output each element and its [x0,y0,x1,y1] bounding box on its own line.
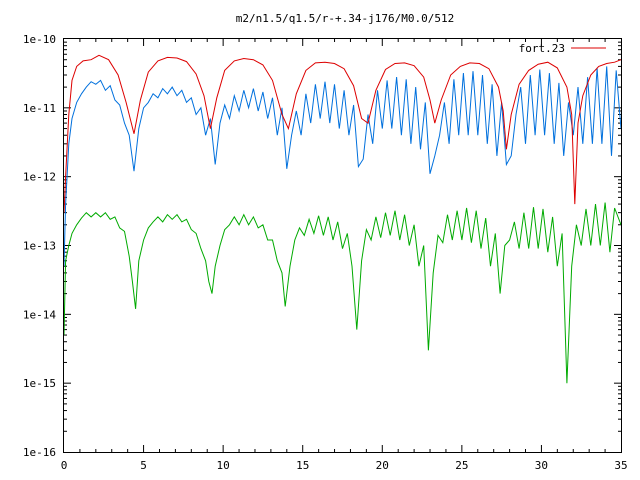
y-tick-label: 1e-10 [23,33,56,46]
x-tick-label: 35 [614,459,627,472]
y-tick-label: 1e-12 [23,171,56,184]
chart-title: m2/n1.5/q1.5/r-+.34-j176/M0.0/512 [236,12,455,25]
x-tick-label: 30 [535,459,548,472]
y-tick-label: 1e-14 [23,308,56,321]
plot-border [63,38,622,453]
legend: fort.23 [519,42,606,55]
y-tick-label: 1e-16 [23,446,56,459]
series-line-red [63,54,622,213]
x-tick-label: 25 [455,459,468,472]
x-tick-label: 5 [140,459,147,472]
x-tick-label: 10 [217,459,230,472]
y-tick-label: 1e-11 [23,102,56,115]
y-tick-label: 1e-15 [23,377,56,390]
x-tick-label: 0 [61,459,68,472]
y-tick-label: 1e-13 [23,240,56,253]
legend-label: fort.23 [519,42,565,55]
series-line-blue [63,66,622,267]
x-tick-label: 15 [296,459,309,472]
series-layer [63,54,622,384]
series-line-green [63,202,622,384]
tick-layer: 0 5 10 15 20 25 30 35 1e-16 1e-15 1e-14 1e-13 1e-12 1… [23,33,628,472]
x-tick-label: 20 [376,459,389,472]
